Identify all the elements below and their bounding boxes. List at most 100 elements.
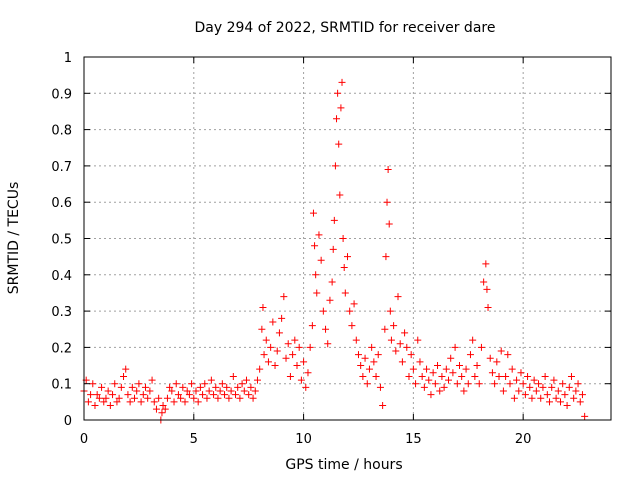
data-point [100, 398, 108, 406]
data-point [567, 372, 575, 380]
data-point [259, 303, 267, 311]
data-point [559, 380, 567, 388]
data-point [172, 380, 180, 388]
data-point [102, 394, 110, 402]
data-point [352, 336, 360, 344]
data-point [561, 391, 569, 399]
y-tick-label: 0.3 [51, 305, 72, 320]
data-point [431, 380, 439, 388]
y-axis-label: SRMTID / TECUs [6, 182, 22, 295]
data-point [438, 372, 446, 380]
data-point [207, 376, 215, 384]
data-point [306, 343, 314, 351]
data-point [382, 253, 390, 261]
data-point [416, 358, 424, 366]
data-point [229, 372, 237, 380]
data-point [338, 78, 346, 86]
data-point [565, 383, 573, 391]
data-point [473, 362, 481, 370]
data-point [502, 372, 510, 380]
data-point [484, 303, 492, 311]
data-point [548, 383, 556, 391]
data-point [414, 336, 422, 344]
data-point [190, 394, 198, 402]
data-point [122, 365, 130, 373]
data-point [539, 383, 547, 391]
data-point [326, 296, 334, 304]
data-point [170, 398, 178, 406]
data-points [80, 78, 589, 424]
data-point [293, 362, 301, 370]
data-point [480, 278, 488, 286]
data-point [196, 383, 204, 391]
data-point [493, 358, 501, 366]
data-point [280, 293, 288, 301]
data-point [513, 376, 521, 384]
y-tick-label: 0.7 [51, 160, 72, 175]
data-point [264, 358, 272, 366]
data-point [483, 285, 491, 293]
data-point [256, 365, 264, 373]
data-point [394, 293, 402, 301]
data-point [420, 383, 428, 391]
data-point [405, 372, 413, 380]
data-point [341, 289, 349, 297]
data-point [337, 104, 345, 112]
data-point [532, 387, 540, 395]
data-point [329, 245, 337, 253]
data-point [297, 376, 305, 384]
data-point [386, 307, 394, 315]
data-point [504, 351, 512, 359]
data-point [578, 391, 586, 399]
data-point [449, 369, 457, 377]
y-tick-label: 1 [64, 51, 72, 66]
data-point [163, 394, 171, 402]
data-point [155, 394, 163, 402]
data-point [131, 394, 139, 402]
data-point [344, 253, 351, 261]
y-tick-label: 0.6 [51, 196, 72, 211]
data-point [370, 358, 378, 366]
data-point [339, 235, 347, 242]
x-tick-label: 10 [295, 432, 312, 447]
data-point [418, 372, 426, 380]
data-point [304, 369, 312, 377]
data-point [161, 405, 169, 413]
x-tick-labels: 0 5 10 15 20 [80, 432, 532, 447]
grid-lines [84, 57, 611, 420]
data-point [407, 351, 415, 359]
data-point [535, 380, 543, 388]
data-point [192, 387, 200, 395]
data-point [289, 351, 297, 359]
data-point [517, 369, 525, 377]
data-point [363, 380, 371, 388]
data-point [348, 322, 356, 330]
data-point [519, 380, 527, 388]
data-point [221, 391, 229, 399]
data-point [365, 365, 373, 373]
y-tick-label: 0.9 [51, 87, 72, 102]
data-point [537, 394, 545, 402]
y-tick-label: 0.1 [51, 378, 72, 393]
y-tick-labels: 0 0.1 0.2 0.3 0.4 0.5 0.6 0.7 0.8 0.9 1 [51, 51, 72, 429]
data-point [466, 351, 474, 359]
data-point [381, 325, 389, 333]
y-tick-label: 0.4 [51, 269, 72, 284]
data-point [240, 387, 248, 395]
y-tick-label: 0.2 [51, 341, 72, 356]
data-point [148, 376, 156, 384]
data-point [530, 376, 538, 384]
data-point [245, 391, 253, 399]
data-point [458, 372, 466, 380]
data-point [177, 394, 185, 402]
data-point [552, 394, 560, 402]
data-point [247, 383, 255, 391]
data-point [174, 391, 182, 399]
x-tick-label: 15 [405, 432, 422, 447]
data-point [194, 398, 202, 406]
data-point [238, 380, 246, 388]
data-point [464, 380, 472, 388]
data-point [152, 405, 160, 413]
data-point [95, 394, 103, 402]
